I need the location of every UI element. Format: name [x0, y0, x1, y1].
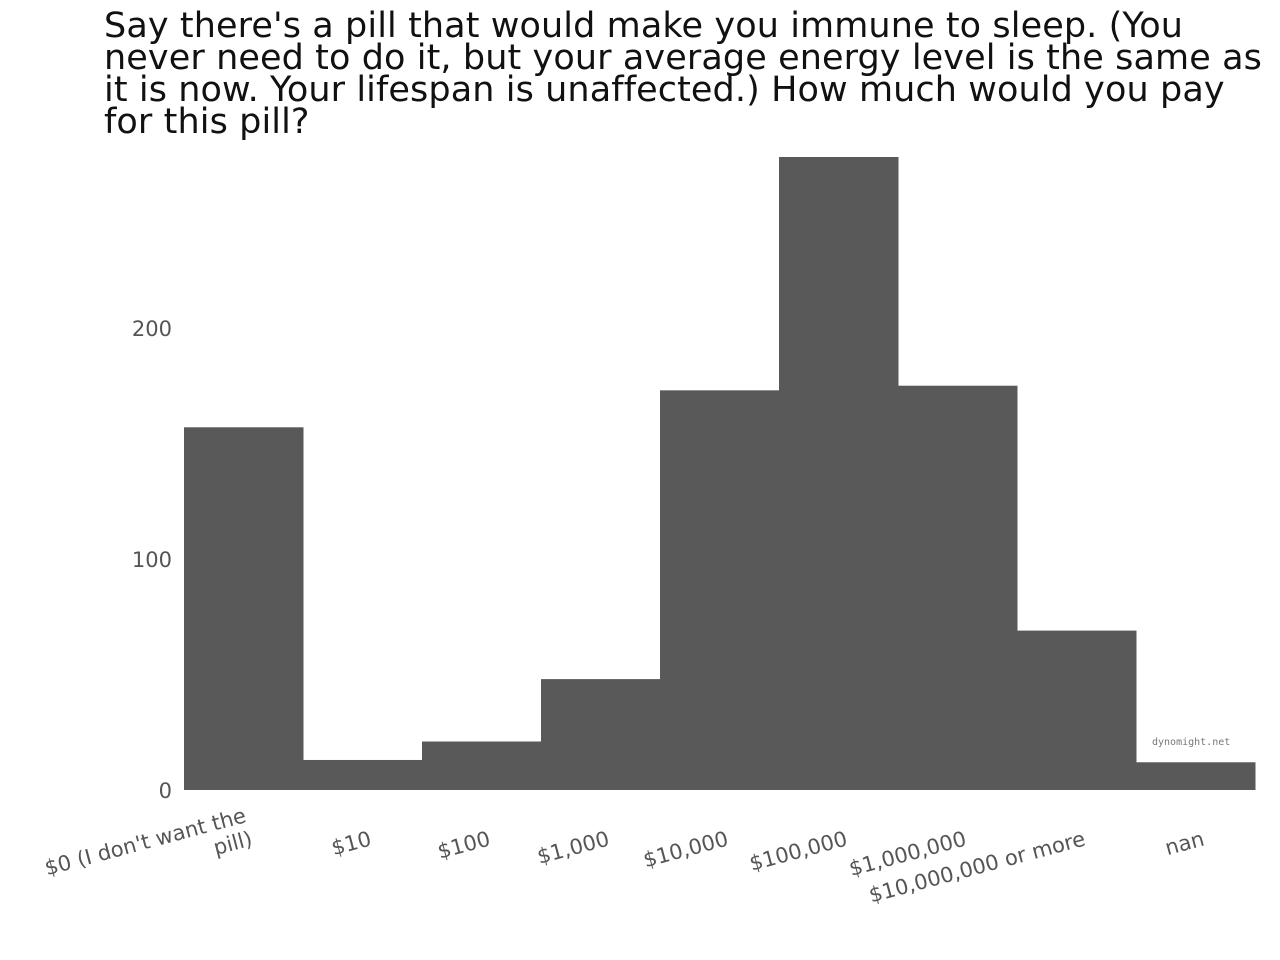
bar-8 — [1136, 762, 1256, 790]
x-tick-label-1-line-0: $10 — [329, 827, 374, 861]
x-tick-label-3-line-0: $1,000 — [535, 827, 612, 869]
watermark: dynomight.net — [1152, 737, 1231, 748]
chart-title: Say there's a pill that would make you i… — [104, 6, 1262, 142]
y-axis-ticks: 0 100 200 — [132, 317, 172, 803]
x-tick-label-2: $100 — [435, 827, 493, 864]
bar-1 — [303, 759, 423, 790]
x-tick-label-5-line-0: $100,000 — [747, 827, 850, 876]
bar-0 — [184, 427, 304, 790]
bar-6 — [898, 385, 1018, 790]
x-axis-ticks: $0 (I don't want thepill) $10 $100 $1,000 $1… — [42, 803, 1207, 907]
x-tick-label-4-line-0: $10,000 — [641, 827, 731, 873]
x-tick-label-2-line-0: $100 — [435, 827, 493, 864]
y-tick-label-1: 100 — [132, 548, 172, 572]
x-tick-label-1: $10 — [329, 827, 374, 861]
bar-2 — [422, 741, 542, 790]
bar-4 — [660, 390, 780, 790]
y-tick-label-0: 0 — [159, 779, 172, 803]
bars-group — [184, 157, 1256, 790]
x-tick-label-5: $100,000 — [747, 827, 850, 876]
x-tick-label-8-line-0: nan — [1162, 827, 1206, 860]
x-tick-label-0: $0 (I don't want thepill) — [42, 803, 255, 903]
bar-5 — [779, 157, 899, 790]
x-tick-label-8: nan — [1162, 827, 1206, 860]
y-tick-label-2: 200 — [132, 317, 172, 341]
x-tick-label-3: $1,000 — [535, 827, 612, 869]
bar-7 — [1017, 630, 1137, 790]
bar-3 — [541, 679, 661, 790]
x-tick-label-4: $10,000 — [641, 827, 731, 873]
